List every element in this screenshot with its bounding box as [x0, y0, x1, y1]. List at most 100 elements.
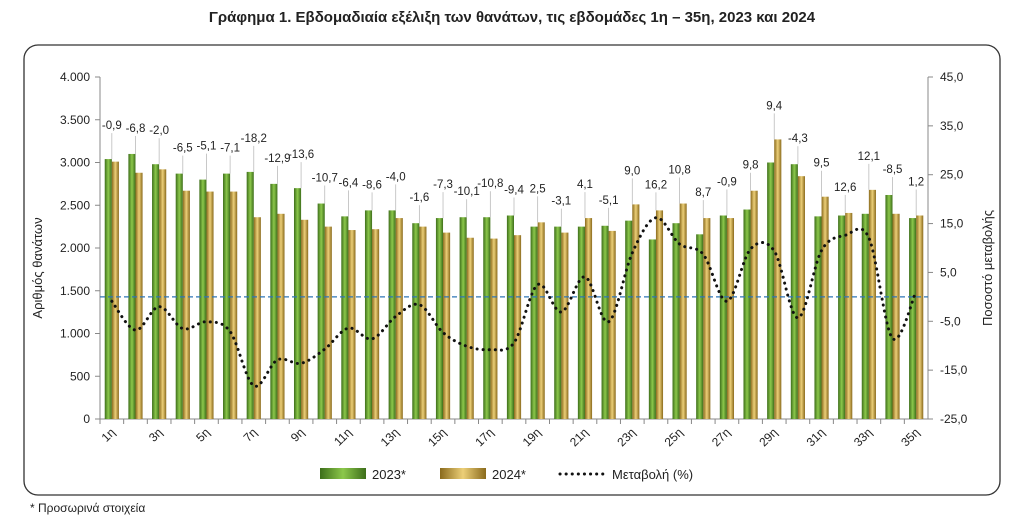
bar [726, 218, 735, 419]
data-label: 10,8 [668, 165, 690, 177]
x-tick-label: 7η [241, 425, 260, 444]
data-label: -6,5 [173, 143, 193, 155]
y2-tick-label: 25,0 [940, 168, 964, 182]
data-label: 12,1 [858, 151, 880, 163]
bar [230, 191, 238, 419]
data-label: -13,6 [288, 149, 314, 161]
y2-tick-label: -15,0 [940, 363, 968, 377]
x-tick-label: 33η [851, 425, 875, 449]
bar [364, 210, 373, 419]
bar [790, 164, 798, 419]
legend-label: 2024* [492, 467, 526, 482]
y-tick-label: 4.000 [60, 70, 90, 84]
data-label: -0,9 [717, 177, 737, 189]
footnote: * Προσωρινά στοιχεία [30, 501, 145, 515]
x-tick-label: 27η [709, 425, 733, 449]
bar [584, 218, 593, 419]
y-tick-label: 0 [83, 412, 90, 426]
bar [679, 203, 687, 419]
bar [892, 213, 900, 419]
bar [814, 216, 822, 419]
y-tick-label: 3.500 [60, 113, 90, 127]
data-label: -12,9 [264, 153, 290, 165]
bar [577, 226, 585, 419]
bar [317, 203, 325, 419]
y2-tick-label: 35,0 [940, 119, 964, 133]
bar [270, 183, 278, 419]
bar [199, 179, 207, 419]
bar [696, 234, 704, 419]
bar [672, 223, 680, 419]
data-label: 9,8 [743, 160, 759, 172]
bar [885, 194, 893, 419]
data-label: 1,2 [908, 177, 924, 189]
change-line [110, 216, 918, 388]
y2-tick-label: -25,0 [940, 412, 968, 426]
data-label: 2,5 [530, 183, 546, 195]
bar [206, 191, 214, 419]
data-label: -9,4 [504, 185, 524, 197]
bar [868, 189, 876, 419]
bar [277, 213, 285, 419]
data-label: -4,3 [788, 133, 808, 145]
bar [324, 226, 332, 419]
data-label: -8,6 [362, 179, 382, 191]
data-label: -10,8 [477, 178, 503, 190]
bar [293, 188, 302, 419]
data-label: 8,7 [695, 187, 711, 199]
x-tick-label: 35η [898, 425, 922, 449]
bar [561, 232, 569, 419]
bar [750, 190, 758, 419]
data-label: -4,0 [386, 171, 406, 183]
x-tick-label: 21η [567, 425, 591, 449]
bar [159, 169, 167, 419]
x-tick-label: 15η [425, 425, 449, 449]
data-label: 4,1 [577, 179, 593, 191]
data-label: 16,2 [645, 179, 667, 191]
data-label: -5,1 [197, 141, 217, 153]
bar [459, 217, 467, 419]
legend-label: 2023* [372, 467, 406, 482]
x-tick-label: 23η [614, 425, 638, 449]
bar [648, 239, 656, 419]
bar [490, 238, 498, 419]
data-label: -6,8 [126, 123, 146, 135]
bar [483, 217, 491, 419]
bar [466, 237, 474, 419]
bar [601, 225, 609, 419]
data-label: -10,1 [454, 186, 480, 198]
bar [152, 164, 160, 419]
x-tick-label: 19η [520, 425, 544, 449]
bar [554, 226, 562, 419]
data-label: 9,5 [814, 158, 830, 170]
x-tick-label: 11η [331, 425, 354, 448]
bar [111, 161, 119, 419]
y2-tick-label: 45,0 [940, 70, 964, 84]
data-label: -8,5 [883, 164, 903, 176]
bar [175, 173, 183, 419]
bar [253, 217, 261, 419]
bar [909, 218, 917, 419]
bar [301, 219, 309, 419]
y2-axis-title: Ποσοστό μεταβολής [980, 210, 995, 326]
x-tick-label: 25η [662, 425, 686, 449]
x-tick-label: 31η [804, 425, 828, 449]
bar [395, 218, 403, 419]
bar [412, 223, 420, 419]
bar [372, 229, 380, 419]
bar [514, 235, 522, 419]
bar [861, 213, 869, 419]
data-label: -7,1 [220, 143, 240, 155]
data-label: -5,1 [599, 195, 619, 207]
bar [703, 218, 711, 419]
y-tick-label: 500 [70, 369, 90, 383]
x-tick-label: 9η [288, 425, 307, 444]
bar [419, 226, 427, 419]
bar [182, 190, 190, 419]
bar [348, 230, 356, 419]
y-tick-label: 1.500 [60, 284, 90, 298]
x-tick-label: 17η [472, 425, 496, 449]
bar [767, 162, 775, 419]
bar [341, 216, 349, 419]
y2-tick-label: 5,0 [940, 265, 957, 279]
